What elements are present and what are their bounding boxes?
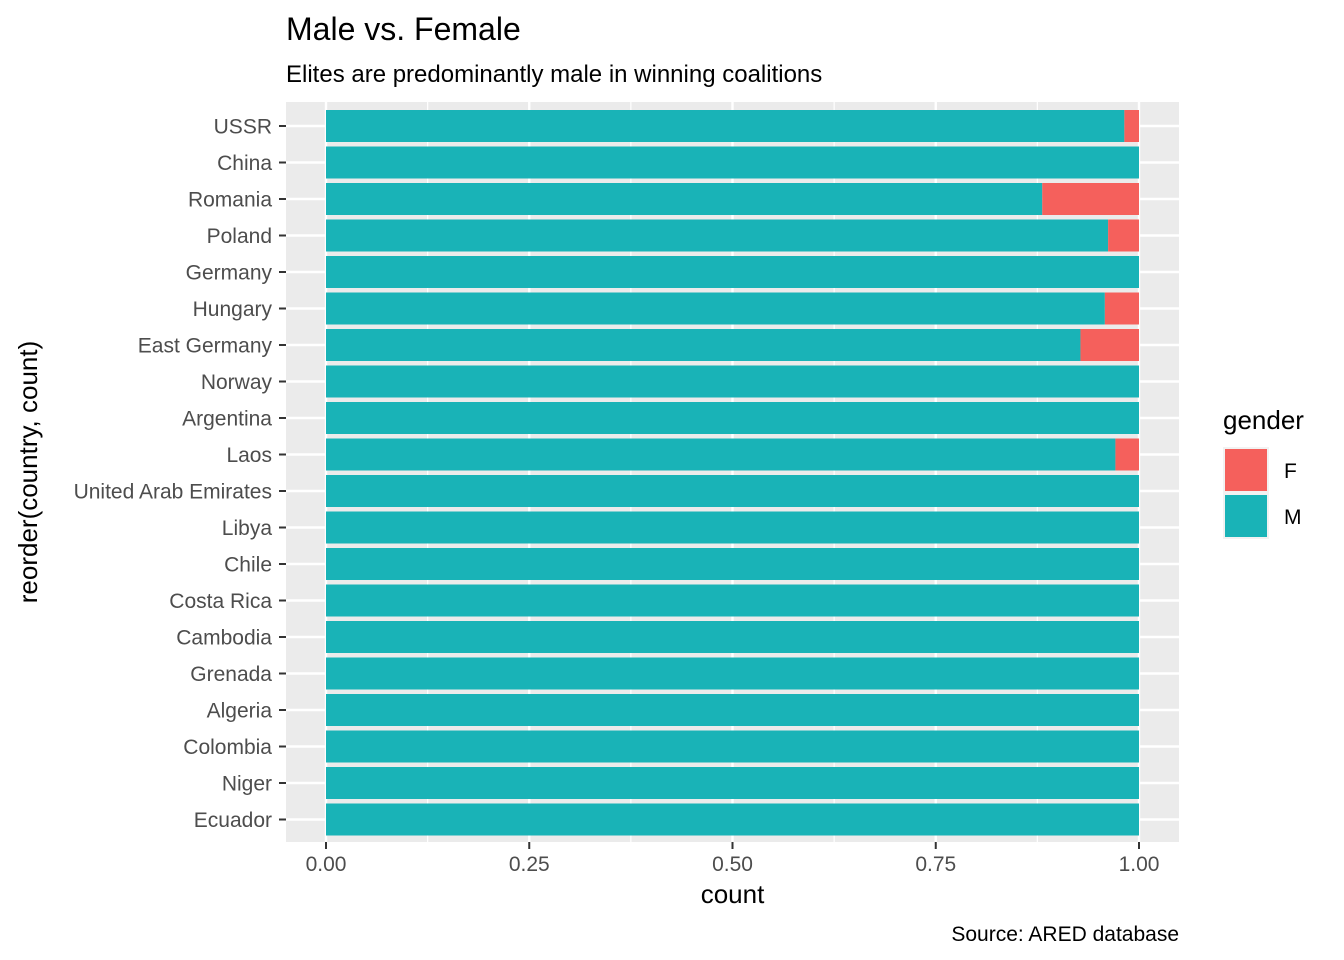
y-tick-label: Ecuador	[194, 809, 272, 832]
y-axis-label: reorder(country, count)	[13, 341, 43, 604]
x-tick-label: 0.25	[509, 853, 550, 876]
chart-caption: Source: ARED database	[951, 923, 1179, 946]
y-tick-label: Colombia	[183, 736, 272, 759]
x-tick-label: 0.75	[915, 853, 956, 876]
y-tick-label: Romania	[188, 189, 272, 212]
y-tick-label: Libya	[222, 517, 273, 540]
legend-key-f	[1225, 449, 1267, 491]
bar-m-algeria	[326, 694, 1139, 726]
bar-m-colombia	[326, 730, 1139, 763]
y-tick-label: Poland	[207, 225, 272, 248]
bar-m-chile	[326, 548, 1139, 580]
y-tick-label: Norway	[201, 371, 273, 394]
y-tick-label: Niger	[222, 773, 272, 796]
y-tick-label: USSR	[214, 116, 272, 139]
y-axis: USSR China Romania Poland Germany Hungary East…	[74, 116, 286, 832]
bar-f-hungary	[1104, 292, 1139, 325]
bar-m-libya	[326, 511, 1139, 544]
y-tick-label: Argentina	[182, 408, 272, 431]
bar-m-ecuador	[326, 803, 1139, 836]
legend-items: FM	[1223, 447, 1302, 539]
x-tick-label: 0.50	[712, 853, 753, 876]
bar-f-east-germany	[1080, 329, 1139, 361]
bar-m-niger	[326, 767, 1139, 799]
bar-m-poland	[326, 219, 1109, 252]
legend-title: gender	[1223, 405, 1304, 435]
y-tick-label: Costa Rica	[169, 590, 272, 613]
bar-m-germany	[326, 256, 1139, 288]
bars	[326, 110, 1139, 836]
y-tick-label: Laos	[226, 444, 272, 467]
y-tick-label: Grenada	[190, 663, 272, 686]
x-axis-label: count	[701, 879, 765, 909]
bar-m-romania	[326, 183, 1043, 215]
legend-label-m: M	[1284, 506, 1302, 529]
bar-m-hungary	[326, 292, 1105, 325]
y-tick-label: East Germany	[138, 335, 273, 358]
bar-m-argentina	[326, 402, 1139, 434]
legend-label-f: F	[1284, 460, 1297, 483]
y-tick-label: United Arab Emirates	[74, 481, 272, 504]
y-tick-label: Cambodia	[176, 627, 272, 650]
chart-title: Male vs. Female	[286, 11, 521, 47]
legend: gender FM	[1223, 405, 1304, 539]
chart-subtitle: Elites are predominantly male in winning…	[286, 61, 822, 88]
bar-f-ussr	[1124, 110, 1139, 142]
y-tick-label: Germany	[186, 262, 273, 285]
bar-m-laos	[326, 438, 1116, 471]
bar-f-romania	[1042, 183, 1139, 215]
y-tick-label: Algeria	[207, 700, 273, 723]
bar-f-poland	[1108, 219, 1139, 252]
bar-m-east-germany	[326, 329, 1081, 361]
x-tick-label: 0.00	[306, 853, 347, 876]
bar-f-laos	[1115, 438, 1139, 471]
bar-m-grenada	[326, 657, 1139, 690]
y-tick-label: Hungary	[193, 298, 273, 321]
bar-m-norway	[326, 365, 1139, 398]
y-tick-label: China	[217, 152, 272, 175]
x-tick-label: 1.00	[1119, 853, 1160, 876]
bar-m-united-arab-emirates	[326, 475, 1139, 507]
legend-key-m	[1225, 495, 1267, 537]
x-axis: 0.00 0.25 0.50 0.75 1.00	[306, 842, 1160, 876]
bar-m-ussr	[326, 110, 1125, 142]
bar-m-china	[326, 146, 1139, 179]
bar-m-cambodia	[326, 621, 1139, 653]
bar-m-costa-rica	[326, 584, 1139, 617]
y-tick-label: Chile	[224, 554, 272, 577]
